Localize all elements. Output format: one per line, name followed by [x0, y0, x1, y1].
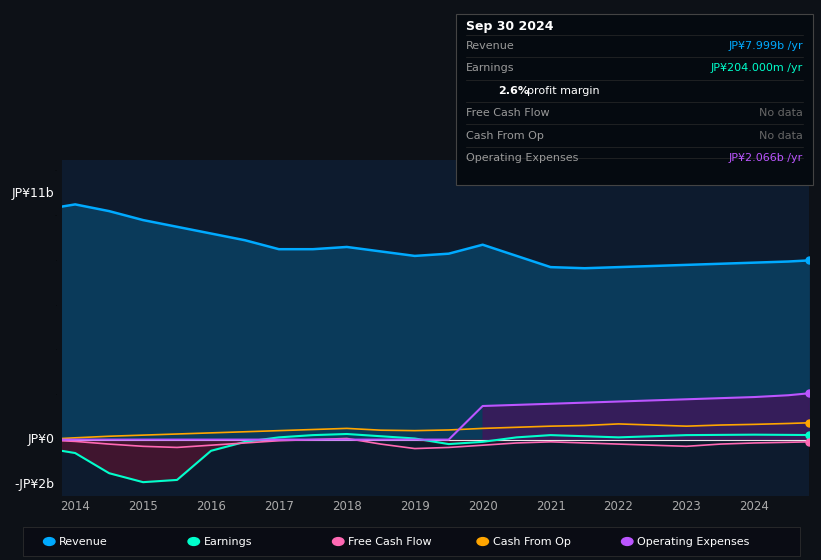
Text: Free Cash Flow: Free Cash Flow [466, 108, 549, 118]
Text: No data: No data [759, 108, 803, 118]
Text: Revenue: Revenue [59, 536, 108, 547]
Text: profit margin: profit margin [527, 86, 599, 96]
Text: Revenue: Revenue [466, 41, 514, 51]
Text: Sep 30 2024: Sep 30 2024 [466, 20, 553, 33]
Text: JP¥204.000m /yr: JP¥204.000m /yr [711, 63, 803, 73]
Text: No data: No data [759, 130, 803, 141]
Text: Operating Expenses: Operating Expenses [637, 536, 750, 547]
Text: JP¥11b: JP¥11b [12, 186, 55, 200]
Text: JP¥7.999b /yr: JP¥7.999b /yr [728, 41, 803, 51]
Text: Free Cash Flow: Free Cash Flow [348, 536, 432, 547]
Text: 2.6%: 2.6% [498, 86, 530, 96]
Text: Cash From Op: Cash From Op [493, 536, 571, 547]
Text: Cash From Op: Cash From Op [466, 130, 544, 141]
Text: Earnings: Earnings [466, 63, 514, 73]
Text: Operating Expenses: Operating Expenses [466, 153, 578, 163]
Text: JP¥2.066b /yr: JP¥2.066b /yr [729, 153, 803, 163]
Text: Earnings: Earnings [204, 536, 252, 547]
Text: -JP¥2b: -JP¥2b [15, 478, 55, 491]
Text: JP¥0: JP¥0 [28, 433, 55, 446]
